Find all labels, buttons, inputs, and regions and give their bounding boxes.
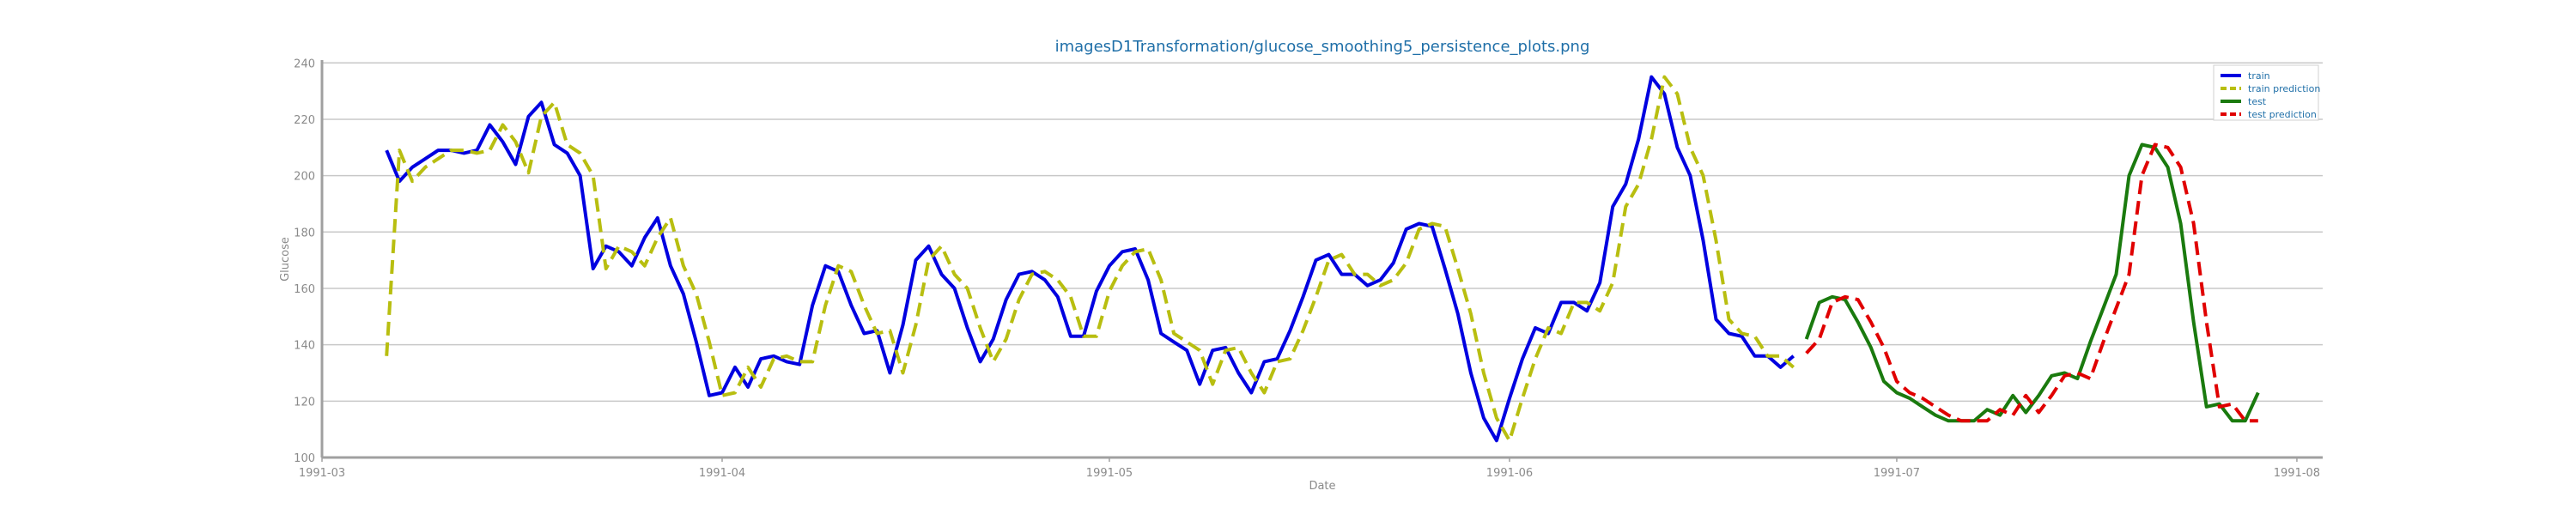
x-tick-label: 1991-07 <box>1874 467 1920 480</box>
series-line-train-prediction <box>385 75 1795 443</box>
series-line-test-prediction <box>1805 142 2258 423</box>
legend-label: test <box>2248 96 2267 107</box>
x-tick-label: 1991-05 <box>1086 467 1133 480</box>
grid-lines <box>322 62 2323 458</box>
series-lines <box>385 75 2260 443</box>
x-axis-label: Date <box>1309 480 1335 493</box>
y-tick-label: 180 <box>294 227 315 239</box>
y-axis-ticks: 100 120 140 160 180 200 220 240 <box>294 58 315 465</box>
series-line-train <box>385 75 1795 443</box>
y-tick-label: 220 <box>294 114 315 127</box>
y-tick-label: 140 <box>294 340 315 353</box>
x-tick-label: 1991-08 <box>2274 467 2320 480</box>
legend-label: train <box>2248 70 2270 82</box>
legend-label: train prediction <box>2248 83 2320 94</box>
chart-title: imagesD1Transformation/glucose_smoothing… <box>1055 38 1590 56</box>
y-tick-label: 120 <box>294 396 315 409</box>
y-tick-label: 100 <box>294 452 315 465</box>
x-tick-label: 1991-03 <box>299 467 345 480</box>
y-tick-label: 240 <box>294 58 315 70</box>
y-axis-label: Glucose <box>279 237 292 282</box>
y-tick-label: 200 <box>294 171 315 184</box>
x-tick-label: 1991-04 <box>699 467 745 480</box>
legend-label: test prediction <box>2248 109 2317 120</box>
x-axis-ticks: 1991-03 1991-04 1991-05 1991-06 1991-07 1991-… <box>299 457 2320 480</box>
x-tick-label: 1991-06 <box>1486 467 1533 480</box>
y-tick-label: 160 <box>294 283 315 296</box>
